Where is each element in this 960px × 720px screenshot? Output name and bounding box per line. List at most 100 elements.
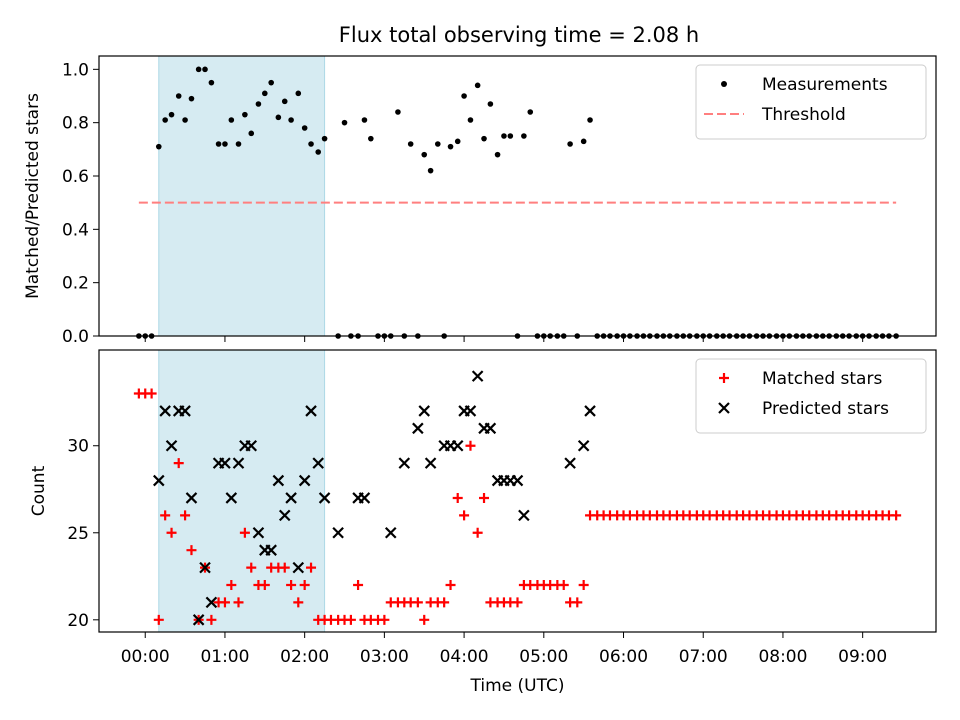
measurement-point bbox=[361, 117, 368, 123]
matched-star-point bbox=[293, 597, 304, 608]
matched-star-point bbox=[166, 527, 177, 538]
top-y-axis-label: Matched/Predicted stars bbox=[23, 93, 43, 299]
matched-star-point bbox=[153, 614, 164, 625]
bottom-panel: 20 25 30 00:00 01:00 02:00 03:00 04:00 05:00 06:… bbox=[29, 349, 937, 696]
predicted-star-point bbox=[278, 509, 291, 522]
matched-star-point bbox=[173, 458, 184, 469]
top-plot-frame bbox=[98, 55, 937, 337]
measurement-point bbox=[208, 79, 215, 86]
measurement-point bbox=[275, 114, 282, 121]
matched-star-point bbox=[479, 492, 490, 503]
measurement-point bbox=[295, 90, 302, 97]
y-tick-label: 30 bbox=[67, 437, 89, 457]
matched-star-point bbox=[558, 580, 569, 590]
predicted-star-point bbox=[318, 492, 331, 504]
measurement-point bbox=[521, 133, 527, 139]
measurement-point bbox=[427, 167, 434, 174]
measurement-point bbox=[341, 119, 348, 126]
matched-star-point bbox=[439, 597, 450, 608]
measurement-point bbox=[168, 111, 175, 118]
predicted-star-point bbox=[265, 544, 277, 556]
predicted-star-point bbox=[298, 474, 311, 487]
predicted-star-point bbox=[285, 492, 297, 504]
measurement-point bbox=[315, 149, 322, 155]
matched-stars-points bbox=[133, 388, 902, 625]
x-tick-label: 06:00 bbox=[599, 647, 648, 667]
matched-star-point bbox=[259, 580, 270, 590]
y-tick-label: 0.8 bbox=[62, 114, 89, 134]
measurement-point bbox=[395, 109, 401, 115]
predicted-star-point bbox=[384, 527, 397, 539]
predicted-star-point bbox=[292, 561, 305, 574]
predicted-star-point bbox=[272, 474, 285, 487]
predicted-star-point bbox=[412, 422, 424, 435]
matched-star-point bbox=[891, 510, 902, 521]
matched-star-point bbox=[180, 510, 191, 521]
x-tick-label: 03:00 bbox=[360, 647, 409, 667]
measurement-point bbox=[175, 93, 182, 99]
matched-star-point bbox=[465, 440, 476, 451]
legend-box bbox=[695, 64, 927, 140]
measurement-point bbox=[215, 141, 222, 147]
matched-star-point bbox=[452, 492, 463, 503]
measurement-point bbox=[188, 95, 195, 102]
predicted-star-point bbox=[252, 527, 265, 539]
measurement-point bbox=[368, 135, 374, 142]
matched-star-point bbox=[345, 614, 356, 625]
y-tick-label: 1.0 bbox=[62, 60, 89, 80]
predicted-star-point bbox=[464, 405, 477, 417]
measurement-point bbox=[461, 93, 467, 99]
matched-star-point bbox=[206, 614, 217, 625]
predicted-star-point bbox=[179, 405, 191, 417]
measurement-point bbox=[587, 117, 593, 123]
matched-star-point bbox=[512, 597, 523, 608]
measurement-point bbox=[321, 135, 328, 142]
predicted-star-point bbox=[564, 457, 576, 469]
legend-label: Matched stars bbox=[762, 369, 882, 389]
predicted-star-point bbox=[192, 614, 205, 626]
x-tick-label: 08:00 bbox=[758, 647, 807, 667]
matched-star-point bbox=[146, 388, 157, 399]
measurement-point bbox=[454, 138, 461, 145]
measurement-point bbox=[308, 141, 314, 147]
measurement-point bbox=[507, 133, 514, 139]
x-tick-label: 09:00 bbox=[838, 647, 887, 667]
measurement-point bbox=[228, 117, 235, 123]
measurement-point bbox=[262, 90, 268, 97]
predicted-star-point bbox=[418, 405, 431, 417]
predicted-star-point bbox=[451, 439, 464, 452]
y-tick-label: 0.0 bbox=[62, 327, 89, 347]
predicted-star-point bbox=[165, 439, 178, 452]
measurement-point bbox=[301, 125, 308, 131]
matched-star-point bbox=[379, 614, 390, 625]
legend-box bbox=[695, 358, 927, 434]
matched-star-point bbox=[239, 527, 250, 538]
y-tick-label: 0.6 bbox=[62, 167, 89, 187]
matched-star-point bbox=[186, 545, 197, 556]
top-legend: Measurements Threshold bbox=[695, 64, 927, 140]
matched-star-point bbox=[160, 510, 171, 521]
predicted-star-point bbox=[398, 457, 411, 469]
x-tick-label: 04:00 bbox=[440, 647, 489, 667]
measurement-point bbox=[242, 111, 248, 118]
x-tick-label: 05:00 bbox=[519, 647, 568, 667]
matched-star-point bbox=[572, 597, 583, 608]
y-tick-label: 0.4 bbox=[62, 220, 89, 240]
top-x-ticks bbox=[144, 336, 864, 342]
predicted-star-point bbox=[159, 405, 171, 417]
top-panel: 0.0 0.2 0.4 0.6 0.8 1.0 Matched/Predicted sta… bbox=[23, 55, 937, 347]
predicted-star-point bbox=[219, 457, 231, 469]
matched-star-point bbox=[419, 614, 430, 625]
predicted-star-point bbox=[185, 492, 198, 504]
y-tick-label: 20 bbox=[67, 611, 89, 631]
matched-star-point bbox=[472, 527, 483, 538]
measurement-point bbox=[162, 117, 168, 123]
matched-star-point bbox=[286, 580, 297, 590]
x-tick-label: 00:00 bbox=[121, 647, 170, 667]
measurement-point bbox=[447, 143, 454, 150]
matched-star-point bbox=[306, 562, 317, 573]
top-observing-span bbox=[158, 55, 326, 337]
measurement-point bbox=[182, 117, 188, 123]
measurement-point bbox=[474, 82, 481, 89]
y-tick-label: 25 bbox=[67, 524, 89, 544]
